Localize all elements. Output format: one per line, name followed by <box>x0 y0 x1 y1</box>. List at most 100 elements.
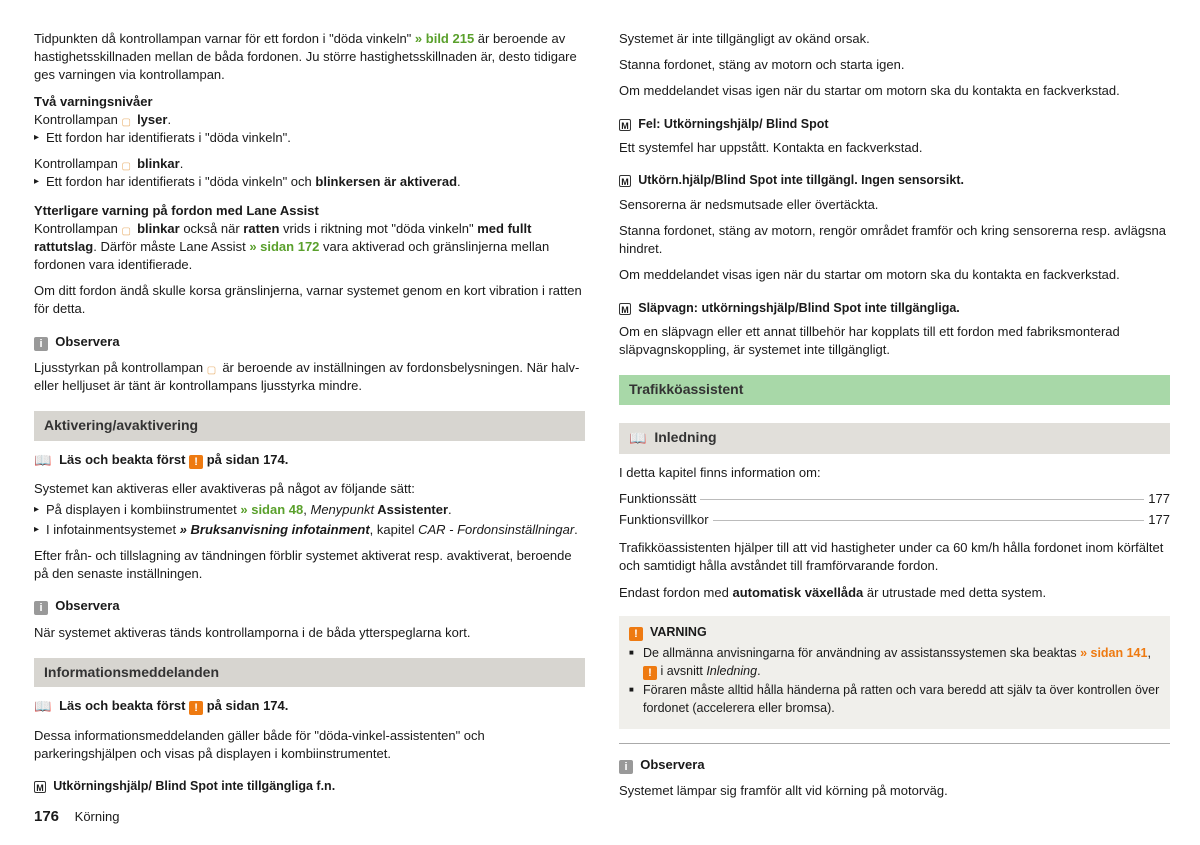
text: Observera <box>640 757 704 772</box>
text: Assistenter <box>374 502 448 517</box>
toc-label: Funktionssätt <box>619 490 696 508</box>
lamp-icon: ▢ <box>121 160 133 172</box>
para: I detta kapitel finns information om: <box>619 464 1170 482</box>
text: Ett fordon har identifierats i "döda vin… <box>46 174 315 189</box>
left-column: Tidpunkten då kontrollampan varnar för e… <box>34 30 585 809</box>
section-name: Körning <box>75 809 120 824</box>
ref-link[interactable]: » bild 215 <box>415 31 474 46</box>
text: . <box>757 664 760 678</box>
warn-icon: ! <box>189 701 203 715</box>
para: Stanna fordonet, stäng av motorn och sta… <box>619 56 1170 74</box>
section-heading: Informationsmeddelanden <box>34 658 585 688</box>
warn-icon: ! <box>643 666 657 680</box>
book-icon: 📖 <box>629 429 646 449</box>
info-icon: i <box>34 601 48 615</box>
lamp-icon: ▢ <box>207 364 219 376</box>
text: Utkörningshjälp/ Blind Spot inte tillgän… <box>53 779 335 793</box>
page-number: 176 <box>34 808 59 825</box>
toc-row[interactable]: Funktionsvillkor 177 <box>619 511 1170 529</box>
para: Systemet kan aktiveras eller avaktiveras… <box>34 480 585 498</box>
text: . <box>457 174 461 189</box>
para: Ljusstyrkan på kontrollampan ▢ är beroen… <box>34 359 585 395</box>
para: Systemet lämpar sig framför allt vid kör… <box>619 782 1170 800</box>
ref-link[interactable]: » sidan 141 <box>1080 646 1147 660</box>
para: Om meddelandet visas igen när du startar… <box>619 82 1170 100</box>
book-icon: 📖 <box>34 451 51 471</box>
message-line: M Utkörningshjälp/ Blind Spot inte tillg… <box>34 777 585 796</box>
text: Utkörn.hjälp/Blind Spot inte tillgängl. … <box>638 173 964 187</box>
page-footer: 176 Körning <box>34 806 119 827</box>
book-icon: 📖 <box>34 697 51 717</box>
text: . <box>448 502 452 517</box>
para: Om en släpvagn eller ett annat tillbehör… <box>619 323 1170 359</box>
ref-link[interactable]: » sidan 48 <box>240 502 303 517</box>
info-icon: i <box>619 760 633 774</box>
text: blinkar <box>133 221 179 236</box>
para: Endast fordon med automatisk växellåda ä… <box>619 584 1170 602</box>
toc-label: Funktionsvillkor <box>619 511 709 529</box>
m-icon: M <box>34 781 46 793</box>
text: vrids i riktning mot "döda vinkeln" <box>279 221 477 236</box>
text: Observera <box>55 334 119 349</box>
section-heading-green: Trafikköassistent <box>619 375 1170 405</box>
read-first: 📖 Läs och beakta först ! på sidan 174. <box>34 451 585 471</box>
observe-heading: i Observera <box>34 597 585 615</box>
right-column: Systemet är inte tillgängligt av okänd o… <box>619 30 1170 809</box>
text: Tidpunkten då kontrollampan varnar för e… <box>34 31 415 46</box>
para: Om meddelandet visas igen när du startar… <box>619 266 1170 284</box>
m-icon: M <box>619 119 631 131</box>
warning-title: ! VARNING <box>629 624 1160 642</box>
text: automatisk växellåda <box>732 585 863 600</box>
text: , <box>1147 646 1150 660</box>
bullet-item: I infotainmentsystemet » Bruksanvisning … <box>34 521 585 539</box>
para: Dessa informationsmeddelanden gäller båd… <box>34 727 585 763</box>
text: . <box>180 156 184 171</box>
para: Sensorerna är nedsmutsade eller övertäck… <box>619 196 1170 214</box>
text: på sidan 174. <box>203 698 288 713</box>
text: Läs och beakta först <box>59 452 189 467</box>
text: i avsnitt <box>657 664 706 678</box>
text: . Därför måste Lane Assist <box>93 239 249 254</box>
ref-link[interactable]: » sidan 172 <box>249 239 319 254</box>
toc-dots <box>713 520 1145 521</box>
text: » Bruksanvisning infotainment <box>180 522 370 537</box>
para: Trafikköassistenten hjälper till att vid… <box>619 539 1170 575</box>
text: . <box>574 522 578 537</box>
text: Fel: Utkörningshjälp/ Blind Spot <box>638 117 828 131</box>
text: VARNING <box>650 625 707 639</box>
observe-heading: i Observera <box>619 756 1170 774</box>
text: Släpvagn: utkörningshjälp/Blind Spot int… <box>638 301 960 315</box>
lamp-icon: ▢ <box>121 116 133 128</box>
section-subheading: 📖 Inledning <box>619 423 1170 454</box>
para: Om ditt fordon ändå skulle korsa gränsli… <box>34 282 585 318</box>
para: Systemet är inte tillgängligt av okänd o… <box>619 30 1170 48</box>
para: När systemet aktiveras tänds kontrollamp… <box>34 624 585 642</box>
bullet-item: Ett fordon har identifierats i "döda vin… <box>34 173 585 191</box>
toc-dots <box>700 499 1144 500</box>
para: Kontrollampan ▢ lyser. <box>34 111 585 129</box>
text: . <box>167 112 171 127</box>
text: Inledning <box>706 664 757 678</box>
bullet-item: På displayen i kombiinstrumentet » sidan… <box>34 501 585 519</box>
text: På displayen i kombiinstrumentet <box>46 502 240 517</box>
warning-box: ! VARNING De allmänna anvisningarna för … <box>619 616 1170 730</box>
bullet-item: Föraren måste alltid hålla händerna på r… <box>629 682 1160 717</box>
warn-icon: ! <box>189 455 203 469</box>
text: också när <box>180 221 244 236</box>
page: Tidpunkten då kontrollampan varnar för e… <box>34 30 1170 809</box>
toc-row[interactable]: Funktionssätt 177 <box>619 490 1170 508</box>
text: CAR - Fordonsinställningar <box>418 522 574 537</box>
para: Kontrollampan ▢ blinkar också när ratten… <box>34 220 585 275</box>
text: Läs och beakta först <box>59 698 189 713</box>
text: Observera <box>55 598 119 613</box>
text: Kontrollampan <box>34 221 121 236</box>
para: Tidpunkten då kontrollampan varnar för e… <box>34 30 585 85</box>
bullet-item: Ett fordon har identifierats i "döda vin… <box>34 129 585 147</box>
text: blinkar <box>133 156 179 171</box>
para: Ett systemfel har uppstått. Kontakta en … <box>619 139 1170 157</box>
info-icon: i <box>34 337 48 351</box>
text: lyser <box>133 112 167 127</box>
message-line: M Utkörn.hjälp/Blind Spot inte tillgängl… <box>619 171 1170 190</box>
text: Kontrollampan <box>34 112 121 127</box>
text: Kontrollampan <box>34 156 121 171</box>
